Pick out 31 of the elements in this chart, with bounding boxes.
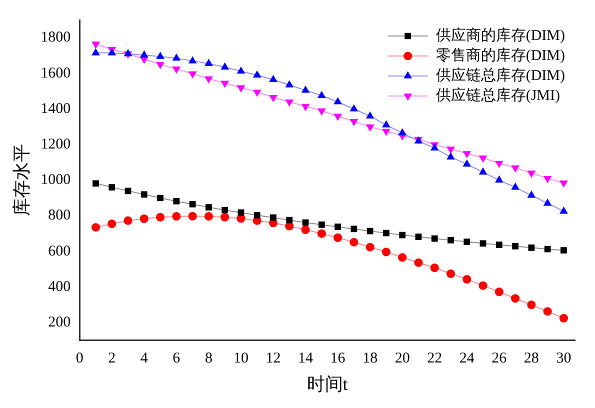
x-tick-label: 10 [233, 350, 248, 366]
y-tick-label: 400 [48, 278, 71, 295]
y-tick-label: 600 [48, 243, 71, 260]
y-tick-label: 1800 [40, 30, 71, 46]
y-axis-title: 库存水平 [12, 144, 32, 216]
x-tick-label: 4 [140, 350, 148, 366]
y-tick-label: 200 [48, 314, 71, 331]
legend-label: 零售商的库存(DIM) [436, 46, 566, 64]
y-tick-label: 800 [48, 208, 71, 224]
legend-label: 供应链总库存(DIM) [436, 66, 566, 84]
x-tick-label: 26 [492, 350, 508, 366]
x-tick-label: 24 [459, 350, 475, 366]
y-tick-label: 1000 [40, 172, 71, 188]
x-tick-label: 8 [204, 350, 212, 366]
legend-label: 供应链总库存(JMI) [436, 86, 560, 104]
x-tick-label: 30 [556, 350, 572, 366]
y-tick-label: 1400 [40, 100, 71, 117]
legend-label: 供应商的库存(DIM) [436, 26, 566, 44]
x-tick-label: 14 [298, 350, 314, 366]
x-tick-label: 18 [362, 350, 378, 366]
x-tick-label: 0 [76, 350, 84, 366]
x-tick-label: 12 [266, 350, 281, 366]
x-tick-label: 22 [427, 350, 442, 366]
x-tick-label: 28 [524, 350, 539, 366]
x-tick-label: 20 [394, 350, 410, 366]
y-tick-label: 1600 [40, 65, 71, 82]
x-tick-label: 16 [330, 350, 346, 366]
x-tick-label: 6 [172, 350, 181, 366]
x-axis-title: 时间t [306, 374, 348, 394]
x-tick-label: 2 [108, 350, 116, 366]
y-tick-label: 1200 [40, 136, 71, 153]
